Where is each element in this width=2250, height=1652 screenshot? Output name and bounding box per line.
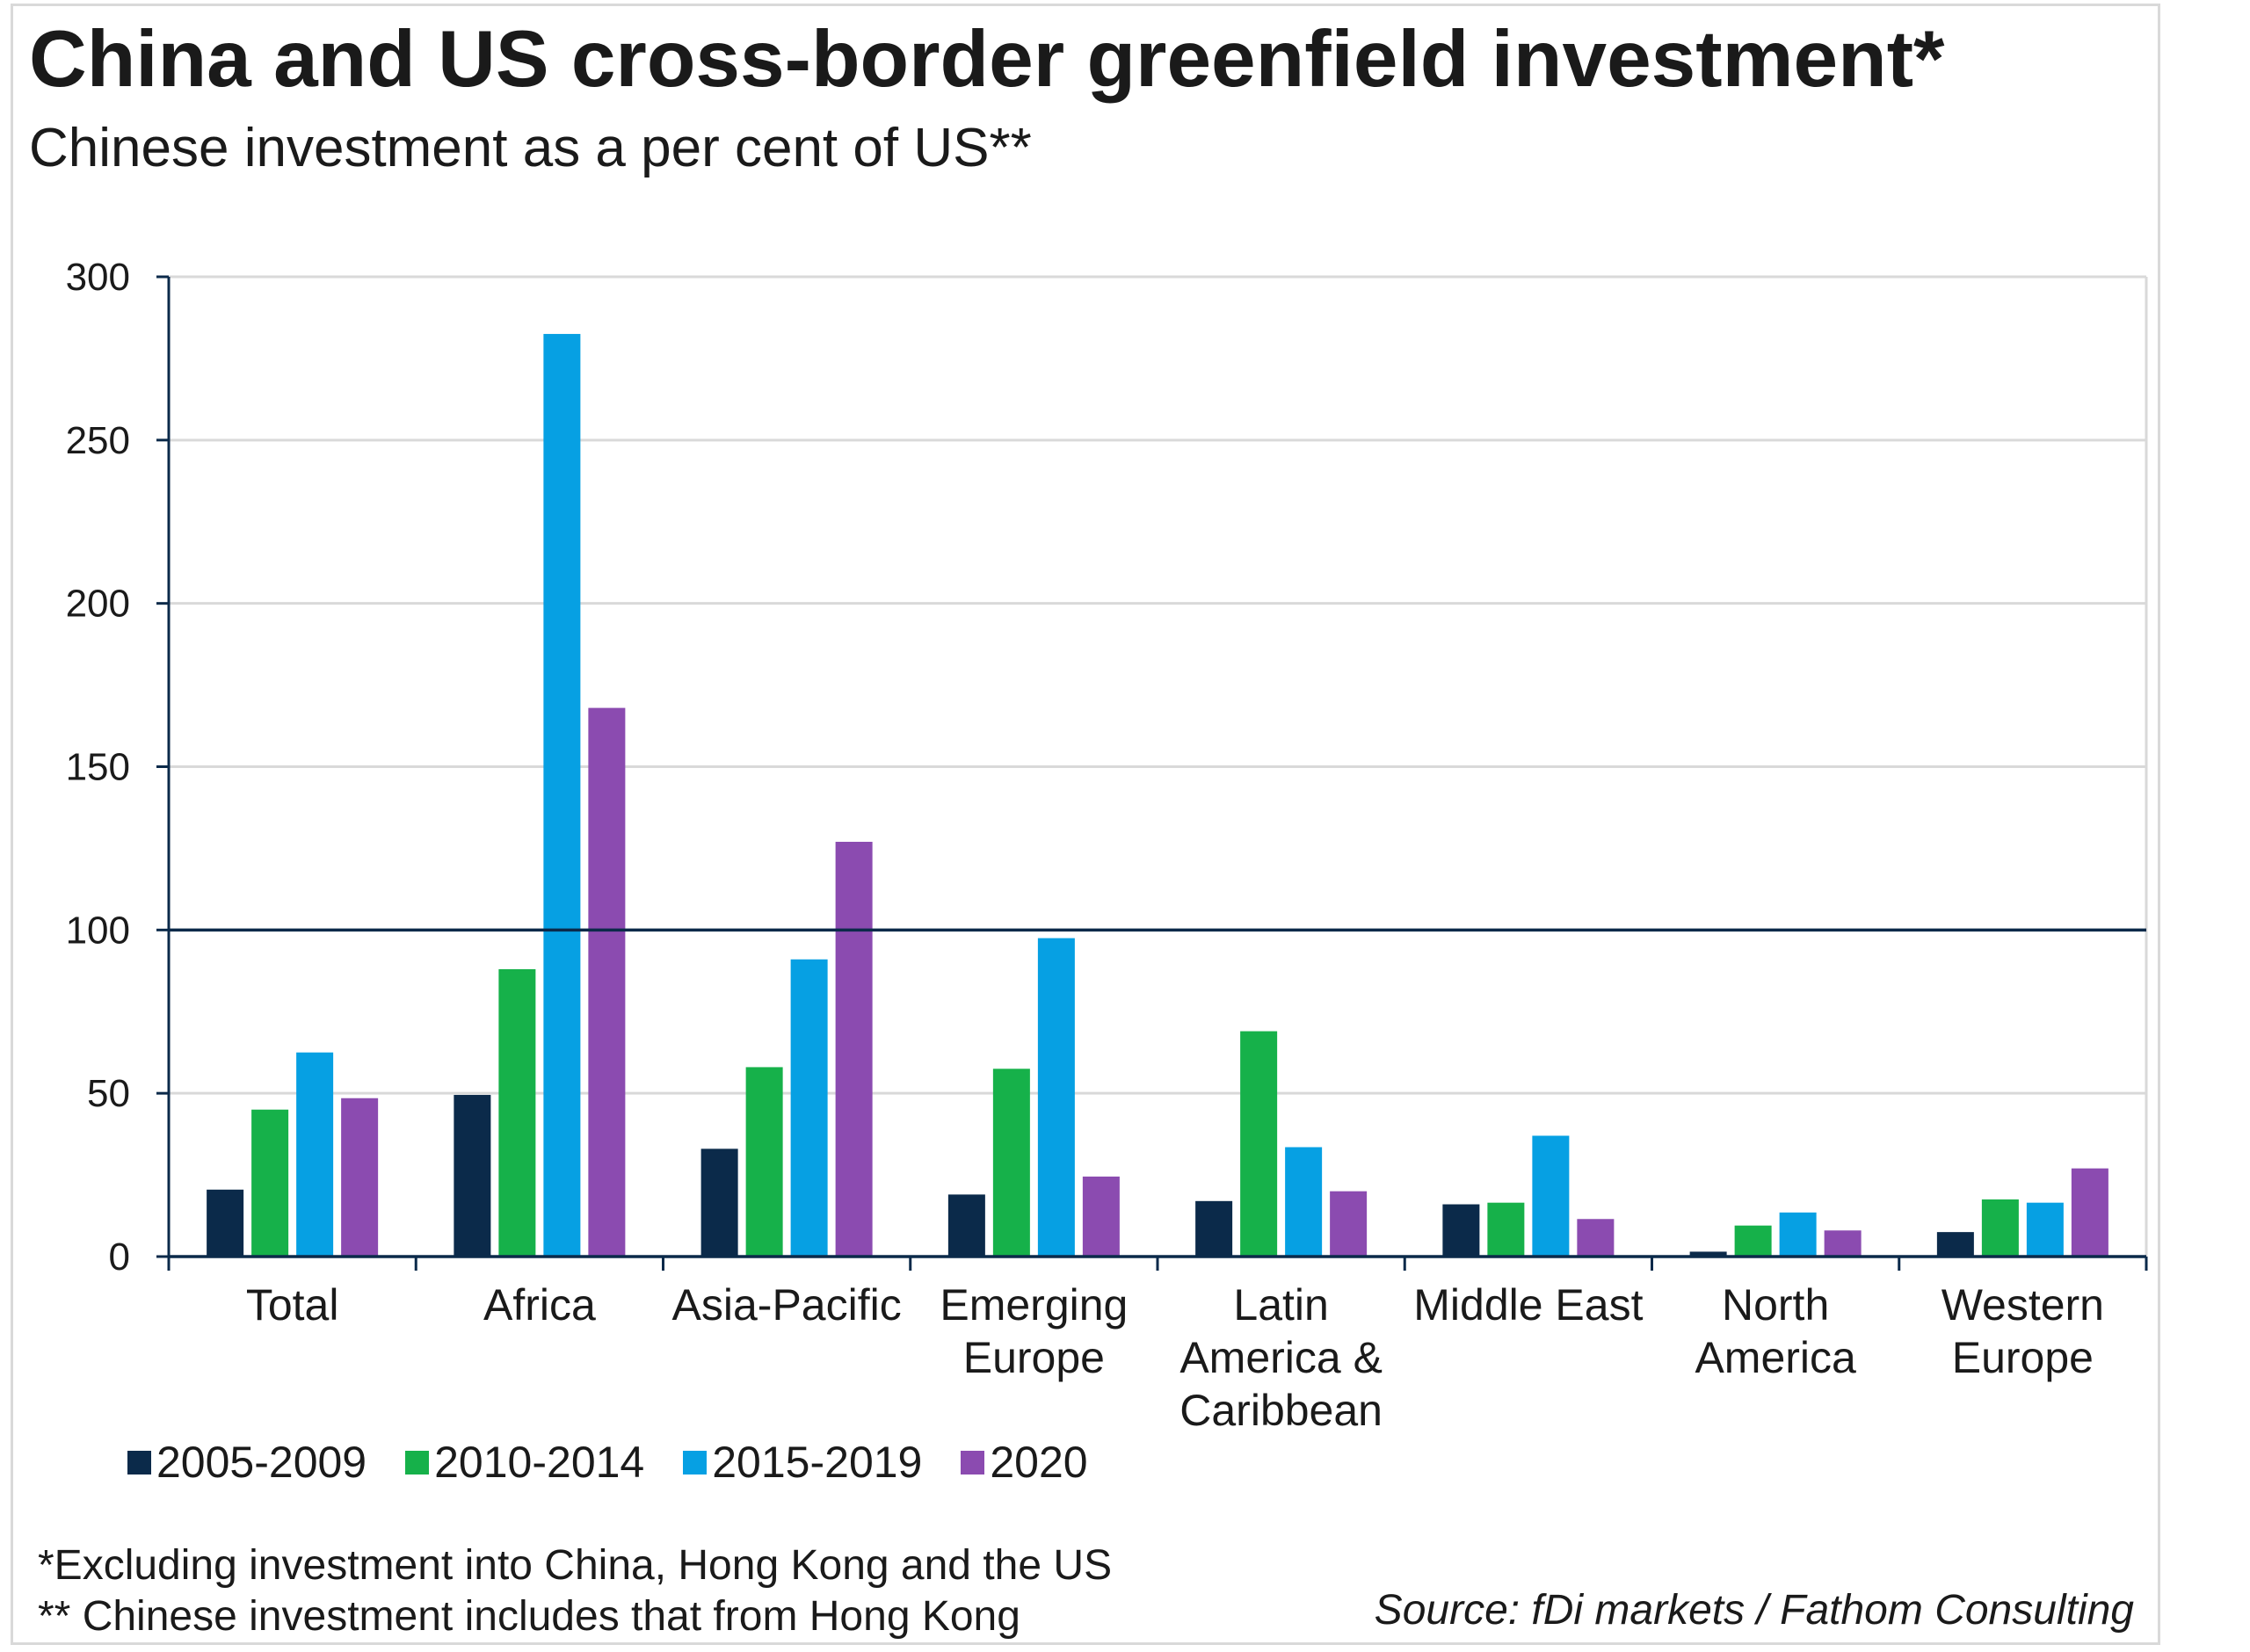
bar xyxy=(992,1069,1030,1257)
y-tick-label: 50 xyxy=(87,1072,130,1115)
bar xyxy=(790,959,828,1257)
x-category-label: Emerging xyxy=(940,1280,1128,1330)
bar xyxy=(947,1194,985,1257)
legend-label: 2010-2014 xyxy=(434,1438,645,1487)
chart-frame xyxy=(11,4,2160,1645)
bar xyxy=(341,1098,379,1257)
legend-swatch xyxy=(405,1450,430,1474)
source-note: Source: fDi markets / Fathom Consulting xyxy=(1374,1587,2134,1634)
bar xyxy=(1195,1200,1233,1257)
bar xyxy=(2071,1168,2108,1257)
x-category-label: America xyxy=(1695,1333,1856,1382)
legend-item: 2010-2014 xyxy=(405,1437,644,1488)
bar xyxy=(1487,1202,1525,1257)
footnote-hong-kong: ** Chinese investment includes that from… xyxy=(38,1593,1020,1640)
legend-swatch xyxy=(961,1450,985,1474)
chart-title: China and US cross-border greenfield inv… xyxy=(29,15,1945,104)
legend-label: 2020 xyxy=(990,1438,1088,1487)
bar xyxy=(700,1148,738,1257)
legend-item: 2015-2019 xyxy=(683,1437,922,1488)
bar xyxy=(296,1052,334,1257)
x-category-label: North xyxy=(1722,1280,1829,1330)
bar xyxy=(1240,1031,1278,1257)
bar xyxy=(543,334,581,1257)
bar xyxy=(745,1067,783,1257)
bar xyxy=(588,707,626,1257)
x-category-label: Total xyxy=(246,1280,339,1330)
bar xyxy=(1330,1191,1368,1257)
bar xyxy=(454,1095,491,1257)
x-category-label: Latin xyxy=(1233,1280,1328,1330)
y-tick-label: 200 xyxy=(66,583,130,626)
legend-item: 2020 xyxy=(961,1437,1088,1488)
bar xyxy=(1285,1147,1323,1257)
bar xyxy=(1824,1230,1862,1257)
x-category-label: Caribbean xyxy=(1179,1386,1383,1435)
bar xyxy=(1037,938,1075,1257)
bar xyxy=(1577,1219,1615,1257)
x-category-label: Europe xyxy=(963,1333,1105,1382)
bar xyxy=(498,968,536,1257)
legend-item: 2005-2009 xyxy=(127,1437,367,1488)
footnote-excluding: *Excluding investment into China, Hong K… xyxy=(38,1542,1113,1589)
bar xyxy=(1532,1135,1570,1257)
bar xyxy=(1442,1204,1480,1257)
bar xyxy=(207,1189,244,1257)
y-tick-label: 100 xyxy=(66,909,130,952)
y-tick-label: 250 xyxy=(66,419,130,462)
legend-swatch xyxy=(127,1450,151,1474)
bar xyxy=(835,841,873,1257)
y-tick-label: 150 xyxy=(66,746,130,789)
y-tick-label: 300 xyxy=(66,256,130,299)
x-category-label: Middle East xyxy=(1413,1280,1643,1330)
bar xyxy=(1689,1251,1727,1257)
bar xyxy=(1936,1232,1974,1257)
bar xyxy=(251,1109,289,1257)
bar xyxy=(1779,1212,1817,1257)
bar xyxy=(1082,1176,1120,1257)
bar xyxy=(2026,1202,2064,1257)
bar xyxy=(1734,1225,1772,1257)
x-category-label: Asia-Pacific xyxy=(672,1280,902,1330)
legend-swatch xyxy=(683,1450,708,1474)
bar xyxy=(1981,1199,2019,1257)
chart-subtitle: Chinese investment as a per cent of US** xyxy=(29,118,1032,178)
x-category-label: Africa xyxy=(483,1280,596,1330)
chart-legend: 2005-2009 2010-2014 2015-2019 2020 xyxy=(127,1437,1127,1488)
y-tick-label: 0 xyxy=(109,1235,130,1279)
x-category-label: Western xyxy=(1942,1280,2104,1330)
x-category-label: America & xyxy=(1179,1333,1383,1382)
x-category-label: Europe xyxy=(1952,1333,2094,1382)
legend-label: 2015-2019 xyxy=(712,1438,923,1487)
legend-label: 2005-2009 xyxy=(156,1438,367,1487)
